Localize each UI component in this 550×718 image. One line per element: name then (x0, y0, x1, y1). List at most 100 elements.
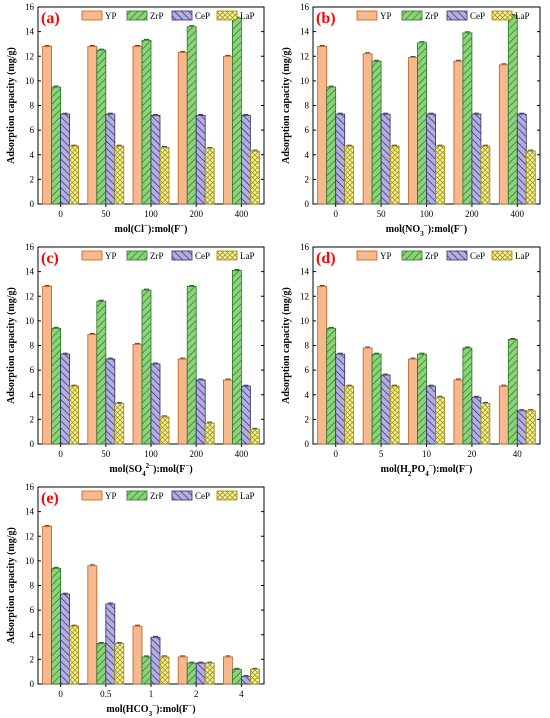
legend-label-cep: CeP (195, 491, 210, 501)
bar-cep (105, 603, 116, 685)
bar-lap (69, 145, 79, 205)
legend-label-zrp: ZrP (150, 251, 164, 261)
panel-label: (b) (316, 10, 336, 27)
bar-lap (480, 402, 491, 445)
y-tick-label: 16 (300, 2, 310, 12)
x-tick-label: 10 (422, 449, 432, 459)
bar-yp (42, 285, 52, 445)
x-tick-label: 1 (149, 689, 154, 699)
bar-cep (516, 410, 527, 445)
y-tick-label: 8 (305, 101, 310, 111)
x-tick-label: 0 (58, 449, 63, 459)
bar-lap (69, 625, 79, 685)
bar-cep (426, 385, 436, 445)
bar-yp (132, 46, 143, 205)
chart-panel-c: 0 2 4 6 8 10 12 14 16 Adsorption capacity (mg/g) 0… (6, 242, 265, 478)
legend-label-cep: CeP (195, 11, 210, 21)
bar-lap (435, 145, 445, 205)
y-tick-label: 10 (25, 76, 35, 86)
y-axis-label: Adsorption capacity (mg/g) (6, 287, 17, 404)
bar-zrp (417, 42, 427, 205)
y-tick-label: 4 (305, 150, 310, 160)
legend-label-yp: YP (105, 11, 117, 21)
y-tick-label: 0 (30, 199, 35, 209)
legend-swatch-cep (446, 250, 468, 261)
chart-panel-a: 0 2 4 6 8 10 12 14 16 Adsorption capacity (mg/g) 0… (6, 2, 265, 235)
x-tick-label: 400 (235, 209, 249, 219)
bar-zrp (96, 49, 107, 205)
bar-cep (105, 358, 116, 445)
x-tick-label: 100 (420, 209, 434, 219)
legend-label-cep: CeP (195, 251, 210, 261)
bar-lap (114, 402, 125, 445)
y-tick-label: 8 (305, 341, 310, 351)
bar-lap (204, 662, 215, 685)
bar-zrp (371, 60, 382, 205)
y-tick-label: 10 (25, 556, 35, 566)
y-tick-label: 6 (30, 125, 35, 135)
legend-label-lap: LaP (240, 251, 255, 261)
bar-zrp (231, 17, 242, 205)
legend-swatch-cep (446, 10, 468, 21)
x-tick-label: 200 (189, 209, 203, 219)
legend-swatch-zrp (401, 250, 423, 261)
legend-swatch-yp (356, 10, 378, 21)
bar-lap (204, 148, 215, 205)
y-tick-label: 4 (30, 630, 35, 640)
bar-lap (159, 656, 170, 685)
bar-cep (380, 374, 391, 445)
y-tick-label: 12 (25, 531, 34, 541)
bar-cep (195, 662, 206, 685)
bar-cep (195, 114, 206, 205)
bar-zrp (51, 567, 61, 685)
bar-yp (177, 358, 188, 445)
panel-label: (c) (41, 250, 59, 267)
legend-label-zrp: ZrP (425, 11, 439, 21)
y-tick-label: 2 (305, 174, 310, 184)
bar-yp (42, 526, 52, 685)
y-tick-label: 16 (300, 242, 310, 252)
bar-zrp (51, 86, 61, 205)
legend-swatch-lap (216, 10, 238, 21)
y-tick-label: 4 (305, 390, 310, 400)
bar-zrp (462, 347, 473, 445)
legend-swatch-cep (171, 490, 193, 501)
legend-label-lap: LaP (240, 491, 255, 501)
y-tick-label: 14 (25, 267, 35, 277)
bar-yp (317, 285, 328, 445)
bar-zrp (141, 656, 152, 685)
legend-swatch-yp (356, 250, 378, 261)
x-axis-label: mol(SO42−):mol(F−) (109, 462, 192, 478)
x-axis-label: mol(HCO3−):mol(F−) (106, 702, 195, 718)
x-tick-label: 0 (333, 209, 338, 219)
y-tick-label: 6 (305, 365, 310, 375)
legend-swatch-yp (81, 250, 103, 261)
bar-zrp (186, 285, 197, 445)
bar-yp (317, 46, 328, 205)
bar-zrp (507, 15, 518, 205)
y-tick-label: 2 (30, 654, 35, 664)
bar-zrp (417, 353, 427, 445)
y-tick-label: 16 (25, 2, 35, 12)
y-tick-label: 6 (30, 605, 35, 615)
bar-cep (60, 593, 70, 685)
bar-lap (249, 150, 260, 205)
legend-swatch-zrp (401, 10, 423, 21)
y-tick-label: 8 (30, 581, 35, 591)
legend-label-lap: LaP (515, 11, 530, 21)
bar-lap (204, 422, 215, 445)
y-tick-label: 14 (25, 27, 35, 37)
bar-lap (69, 385, 79, 445)
bar-cep (516, 113, 527, 205)
y-tick-label: 0 (305, 199, 310, 209)
y-tick-label: 6 (305, 125, 310, 135)
y-tick-label: 0 (30, 439, 35, 449)
bar-cep (426, 113, 436, 205)
x-tick-label: 0.5 (100, 689, 112, 699)
legend-label-lap: LaP (240, 11, 255, 21)
y-tick-label: 10 (300, 316, 310, 326)
y-tick-label: 2 (305, 414, 310, 424)
legend-label-zrp: ZrP (150, 491, 164, 501)
